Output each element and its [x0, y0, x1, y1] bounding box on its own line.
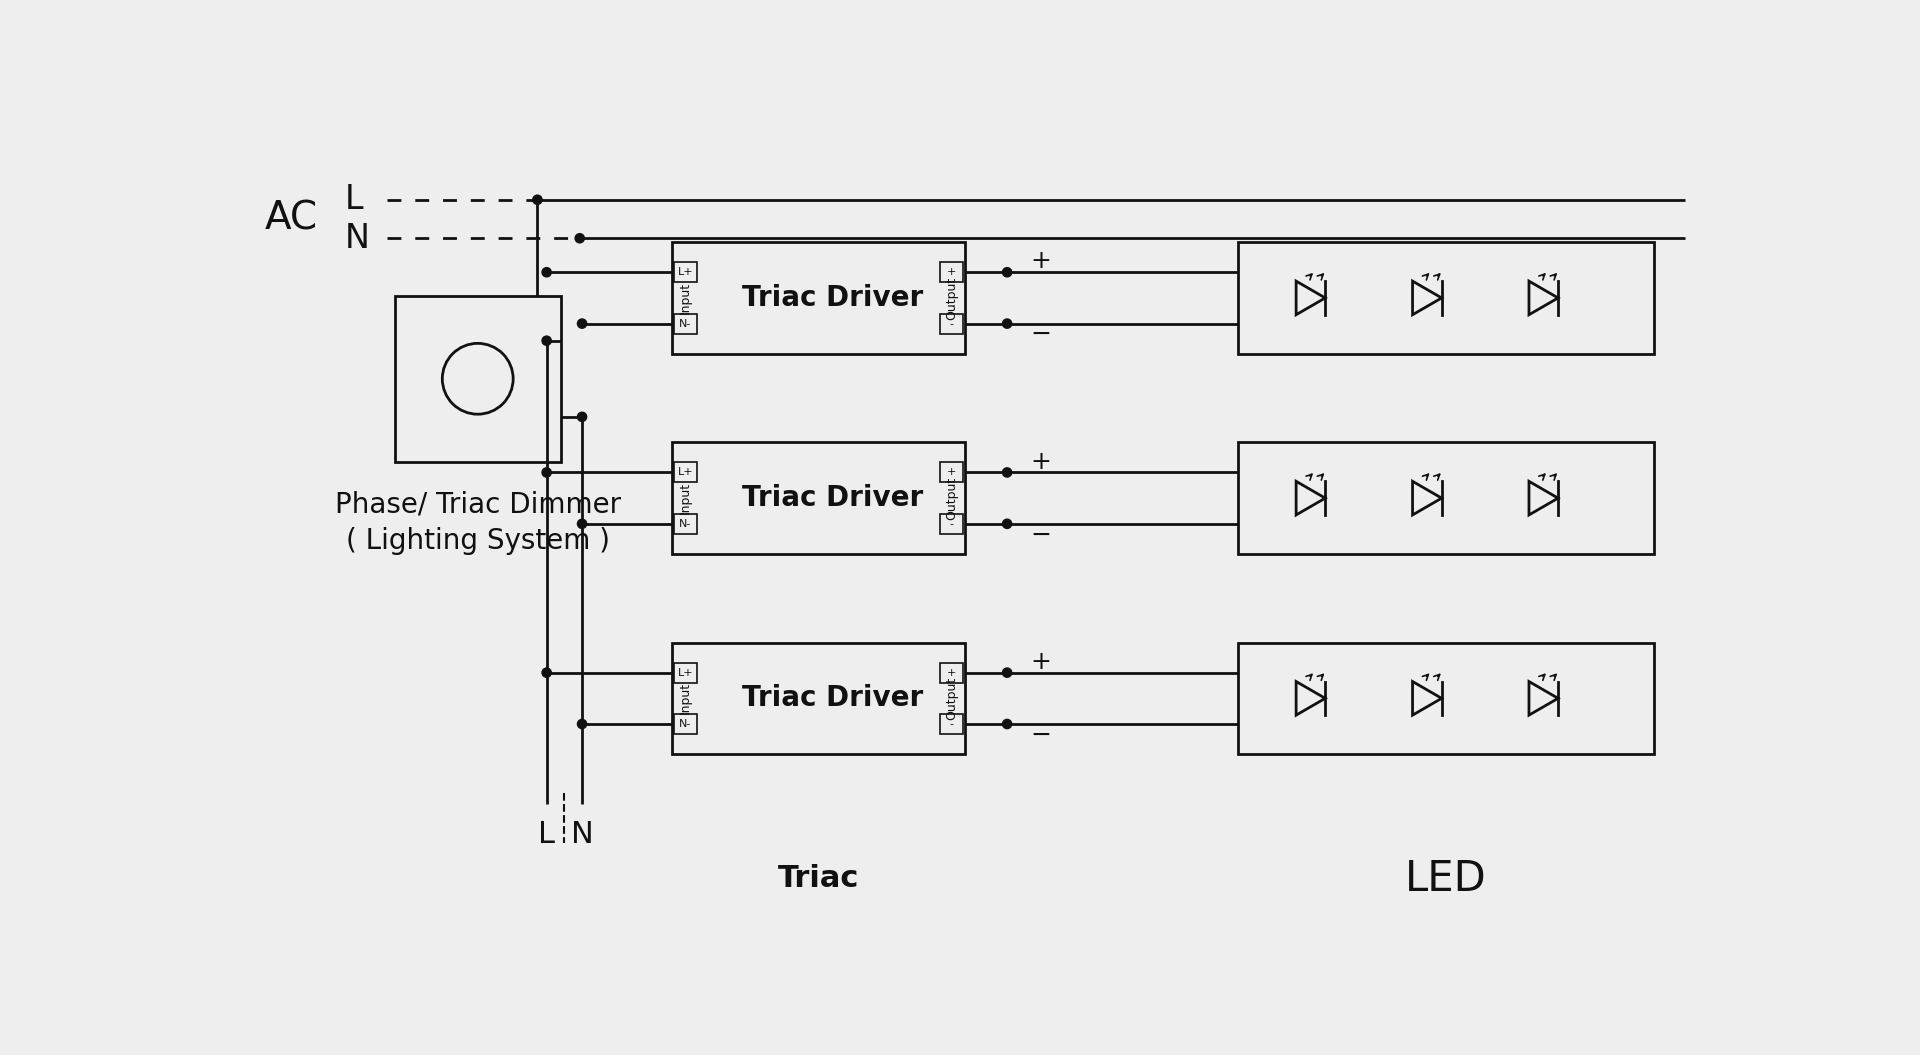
- Text: AC: AC: [265, 200, 317, 238]
- Bar: [674, 714, 697, 734]
- Text: ( Lighting System ): ( Lighting System ): [346, 528, 611, 555]
- Circle shape: [578, 720, 588, 729]
- Text: Phase/ Triac Dimmer: Phase/ Triac Dimmer: [334, 491, 620, 519]
- Text: Triac Driver: Triac Driver: [743, 284, 924, 312]
- Circle shape: [1002, 720, 1012, 729]
- Text: −: −: [1031, 323, 1050, 346]
- Bar: [941, 263, 964, 283]
- Text: L: L: [346, 184, 363, 216]
- Bar: [396, 296, 561, 461]
- Circle shape: [1002, 519, 1012, 529]
- Text: Input: Input: [680, 482, 691, 514]
- Text: +: +: [1031, 650, 1050, 674]
- Circle shape: [532, 195, 541, 205]
- Bar: [674, 514, 697, 534]
- Circle shape: [578, 413, 588, 421]
- Text: -: -: [950, 319, 954, 328]
- Text: L+: L+: [678, 668, 693, 677]
- Text: Input: Input: [680, 683, 691, 714]
- Circle shape: [1002, 467, 1012, 477]
- Text: L+: L+: [678, 267, 693, 277]
- Text: N-: N-: [680, 720, 691, 729]
- Circle shape: [1002, 268, 1012, 276]
- Bar: [674, 263, 697, 283]
- Text: N: N: [570, 820, 593, 848]
- Circle shape: [578, 519, 588, 529]
- Circle shape: [541, 668, 551, 677]
- Text: Output: Output: [945, 676, 958, 720]
- Text: Triac: Triac: [778, 864, 858, 894]
- Text: -: -: [950, 720, 954, 729]
- Text: +: +: [947, 467, 956, 478]
- Bar: [672, 442, 964, 554]
- Text: Triac Driver: Triac Driver: [743, 685, 924, 712]
- Text: −: −: [1031, 522, 1050, 546]
- Text: Triac Driver: Triac Driver: [743, 484, 924, 512]
- Text: N-: N-: [680, 319, 691, 328]
- Text: N: N: [346, 222, 371, 254]
- Text: +: +: [1031, 249, 1050, 273]
- Text: N-: N-: [680, 519, 691, 529]
- Bar: [674, 663, 697, 683]
- Circle shape: [578, 319, 588, 328]
- Text: −: −: [1031, 723, 1050, 747]
- Text: L: L: [538, 820, 555, 848]
- Bar: [674, 462, 697, 482]
- Bar: [941, 313, 964, 333]
- Text: +: +: [1031, 449, 1050, 474]
- Bar: [672, 242, 964, 353]
- Circle shape: [541, 467, 551, 477]
- Text: Output: Output: [945, 477, 958, 520]
- Text: Input: Input: [680, 282, 691, 314]
- Bar: [1238, 642, 1653, 754]
- Text: +: +: [947, 668, 956, 677]
- Text: +: +: [947, 267, 956, 277]
- Text: Output: Output: [945, 276, 958, 320]
- Bar: [941, 462, 964, 482]
- Text: -: -: [950, 519, 954, 529]
- Text: L+: L+: [678, 467, 693, 478]
- Circle shape: [1002, 668, 1012, 677]
- Text: LED: LED: [1405, 858, 1486, 900]
- Circle shape: [1002, 319, 1012, 328]
- Circle shape: [541, 337, 551, 345]
- Bar: [674, 313, 697, 333]
- Circle shape: [541, 268, 551, 276]
- Bar: [672, 642, 964, 754]
- Bar: [1238, 242, 1653, 353]
- Circle shape: [576, 233, 584, 243]
- Bar: [941, 514, 964, 534]
- Bar: [1238, 442, 1653, 554]
- Bar: [941, 714, 964, 734]
- Bar: [941, 663, 964, 683]
